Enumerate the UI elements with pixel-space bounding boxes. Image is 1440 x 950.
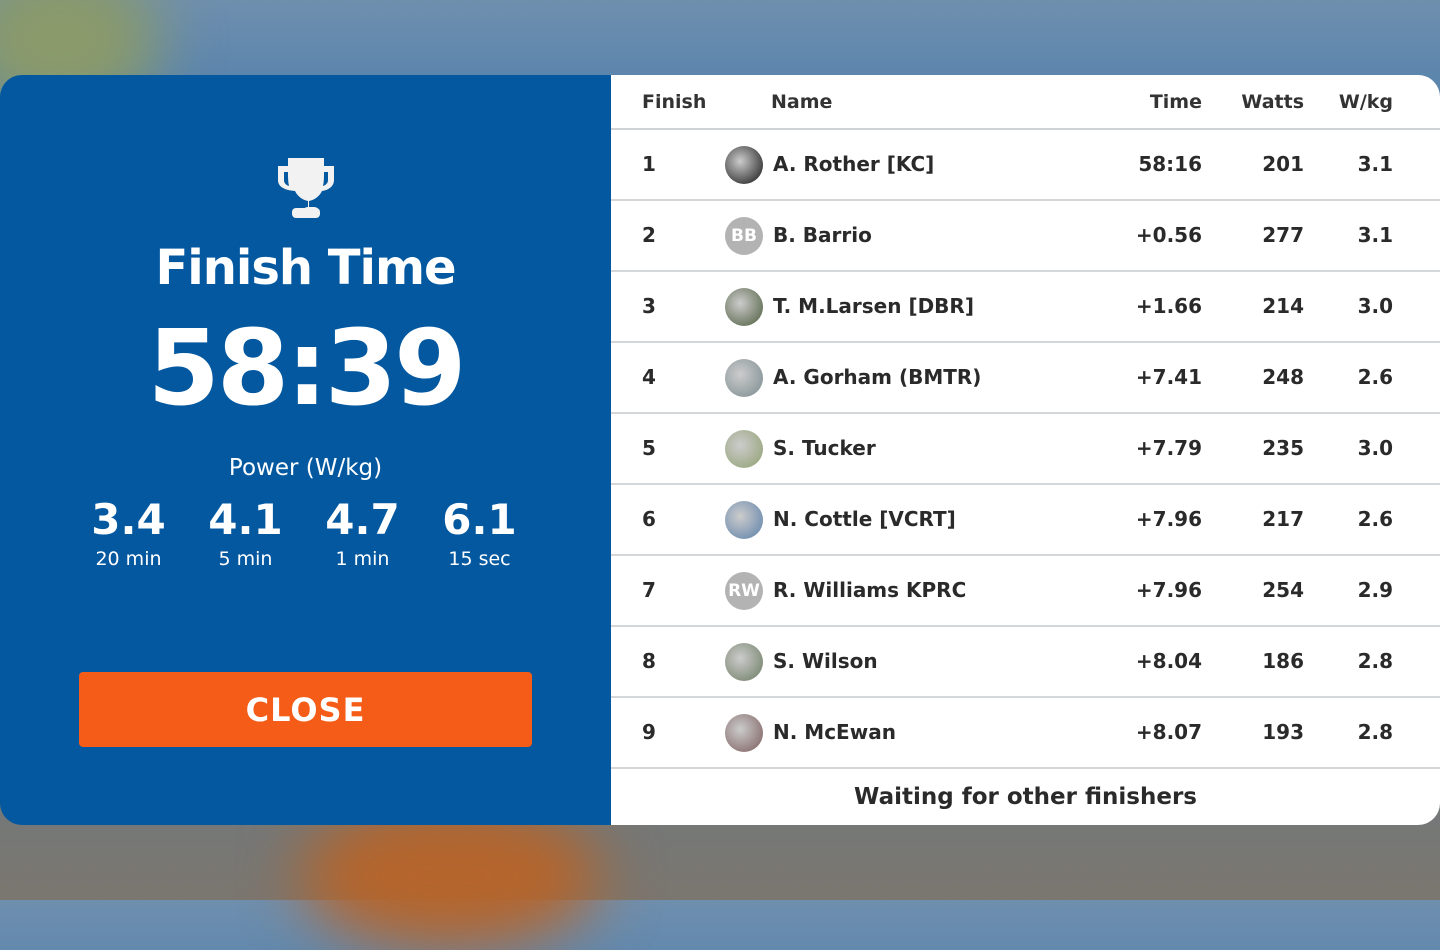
avatar-initials: RW — [728, 581, 760, 601]
table-row[interactable]: 4 A. Gorham (BMTR) +7.41 248 2.6 — [611, 343, 1440, 414]
trophy-icon — [278, 158, 334, 218]
power-duration: 5 min — [218, 548, 273, 570]
rider-wkg: 2.9 — [1357, 578, 1393, 602]
finish-position: 9 — [642, 720, 656, 744]
table-row[interactable]: 9 N. McEwan +8.07 193 2.8 — [611, 698, 1440, 769]
rider-wkg: 3.1 — [1357, 152, 1393, 176]
rider-name: R. Williams KPRC — [773, 578, 967, 602]
rider-name: N. Cottle [VCRT] — [773, 507, 956, 531]
power-duration: 20 min — [95, 548, 162, 570]
power-duration: 1 min — [335, 548, 390, 570]
finish-position: 8 — [642, 649, 656, 673]
rider-name: N. McEwan — [773, 720, 896, 744]
finish-position: 7 — [642, 578, 656, 602]
avatar — [725, 501, 763, 539]
power-stat: 4.1 5 min — [187, 495, 304, 570]
header-name: Name — [771, 91, 833, 113]
rider-name: T. M.Larsen [DBR] — [773, 294, 974, 318]
finish-position: 1 — [642, 152, 656, 176]
table-row[interactable]: 5 S. Tucker +7.79 235 3.0 — [611, 414, 1440, 485]
table-row[interactable]: 1 A. Rother [KC] 58:16 201 3.1 — [611, 130, 1440, 201]
rider-time: +8.04 — [1135, 649, 1202, 673]
rider-name: S. Wilson — [773, 649, 878, 673]
rider-watts: 186 — [1262, 649, 1304, 673]
avatar — [725, 146, 763, 184]
rider-watts: 277 — [1262, 223, 1304, 247]
rider-wkg: 2.6 — [1357, 365, 1393, 389]
rider-time: +7.96 — [1135, 507, 1202, 531]
close-button[interactable]: CLOSE — [79, 672, 532, 747]
rider-time: 58:16 — [1138, 152, 1202, 176]
avatar — [725, 288, 763, 326]
rider-wkg: 3.0 — [1357, 436, 1393, 460]
avatar — [725, 359, 763, 397]
rider-name: B. Barrio — [773, 223, 872, 247]
finish-summary-panel: Finish Time 58:39 Power (W/kg) 3.4 20 min… — [0, 75, 611, 825]
power-value: 4.7 — [325, 495, 400, 544]
power-title: Power (W/kg) — [228, 455, 383, 481]
avatar — [725, 714, 763, 752]
power-stat: 4.7 1 min — [304, 495, 421, 570]
rider-time: +8.07 — [1135, 720, 1202, 744]
rider-watts: 193 — [1262, 720, 1304, 744]
header-watts: Watts — [1241, 91, 1304, 113]
table-row[interactable]: 2 BB B. Barrio +0.56 277 3.1 — [611, 201, 1440, 272]
rider-watts: 235 — [1262, 436, 1304, 460]
rider-name: S. Tucker — [773, 436, 876, 460]
rider-watts: 254 — [1262, 578, 1304, 602]
table-row[interactable]: 8 S. Wilson +8.04 186 2.8 — [611, 627, 1440, 698]
power-value: 4.1 — [208, 495, 283, 544]
rider-time: +1.66 — [1135, 294, 1202, 318]
results-table: Finish Name Time Watts W/kg 1 A. Rother [… — [611, 75, 1440, 825]
rider-wkg: 3.0 — [1357, 294, 1393, 318]
rider-name: A. Gorham (BMTR) — [773, 365, 982, 389]
rider-time: +7.41 — [1135, 365, 1202, 389]
rider-wkg: 3.1 — [1357, 223, 1393, 247]
rider-watts: 248 — [1262, 365, 1304, 389]
table-row[interactable]: 6 N. Cottle [VCRT] +7.96 217 2.6 — [611, 485, 1440, 556]
header-finish: Finish — [642, 91, 707, 113]
avatar — [725, 643, 763, 681]
rider-time: +0.56 — [1135, 223, 1202, 247]
avatar-initials: BB — [731, 226, 757, 246]
rider-watts: 201 — [1262, 152, 1304, 176]
finish-position: 6 — [642, 507, 656, 531]
avatar: BB — [725, 217, 763, 255]
waiting-message: Waiting for other finishers — [854, 784, 1197, 810]
power-value: 3.4 — [91, 495, 166, 544]
finish-position: 3 — [642, 294, 656, 318]
rider-time: +7.96 — [1135, 578, 1202, 602]
rider-watts: 214 — [1262, 294, 1304, 318]
rider-wkg: 2.6 — [1357, 507, 1393, 531]
power-stats: 3.4 20 min 4.1 5 min 4.7 1 min 6.1 15 sec — [70, 495, 538, 570]
table-row[interactable]: 7 RW R. Williams KPRC +7.96 254 2.9 — [611, 556, 1440, 627]
rider-name: A. Rother [KC] — [773, 152, 935, 176]
power-stat: 6.1 15 sec — [421, 495, 538, 570]
power-value: 6.1 — [442, 495, 517, 544]
rider-wkg: 2.8 — [1357, 649, 1393, 673]
header-time: Time — [1149, 91, 1202, 113]
header-wkg: W/kg — [1338, 91, 1393, 113]
finish-position: 5 — [642, 436, 656, 460]
rider-time: +7.79 — [1135, 436, 1202, 460]
finish-position: 4 — [642, 365, 656, 389]
finish-time-title: Finish Time — [155, 240, 456, 296]
table-row[interactable]: 3 T. M.Larsen [DBR] +1.66 214 3.0 — [611, 272, 1440, 343]
power-stat: 3.4 20 min — [70, 495, 187, 570]
rider-wkg: 2.8 — [1357, 720, 1393, 744]
power-duration: 15 sec — [448, 548, 511, 570]
avatar — [725, 430, 763, 468]
finish-position: 2 — [642, 223, 656, 247]
avatar: RW — [725, 572, 763, 610]
table-header: Finish Name Time Watts W/kg — [611, 75, 1440, 130]
table-body: 1 A. Rother [KC] 58:16 201 3.1 2 BB B. Barrio +0… — [611, 130, 1440, 769]
finish-time-value: 58:39 — [147, 307, 466, 429]
rider-watts: 217 — [1262, 507, 1304, 531]
